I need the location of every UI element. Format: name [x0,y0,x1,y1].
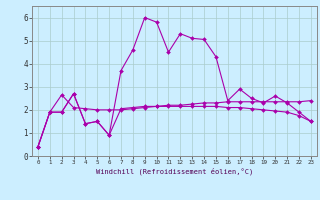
X-axis label: Windchill (Refroidissement éolien,°C): Windchill (Refroidissement éolien,°C) [96,168,253,175]
